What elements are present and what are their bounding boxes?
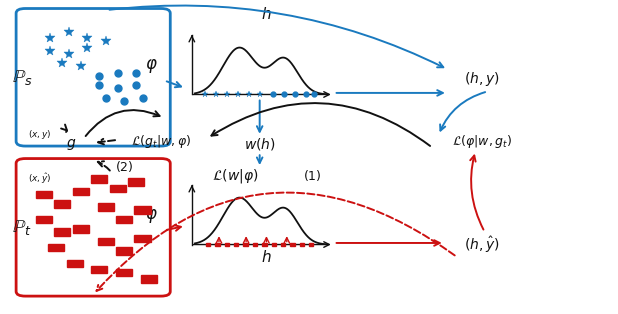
Text: $w(h)$: $w(h)$ — [243, 137, 276, 153]
Bar — [36, 191, 52, 198]
Bar — [48, 244, 64, 252]
Text: $(1)$: $(1)$ — [303, 168, 321, 183]
Text: $(x,\hat{y})$: $(x,\hat{y})$ — [28, 171, 52, 186]
Bar — [67, 260, 83, 267]
Bar — [141, 275, 157, 283]
Text: $\mathcal{L}(w|\varphi)$: $\mathcal{L}(w|\varphi)$ — [212, 167, 258, 185]
Bar — [91, 175, 108, 183]
Bar — [91, 266, 108, 273]
FancyBboxPatch shape — [16, 159, 171, 296]
Text: $\mathcal{L}(\varphi|w,g_t)$: $\mathcal{L}(\varphi|w,g_t)$ — [452, 133, 512, 150]
Bar — [98, 238, 114, 245]
Bar — [116, 247, 132, 255]
Bar — [234, 243, 239, 246]
Text: $g$: $g$ — [67, 137, 77, 152]
Text: $(x,y)$: $(x,y)$ — [28, 128, 52, 141]
Bar — [290, 243, 295, 246]
Bar — [135, 206, 151, 214]
FancyBboxPatch shape — [16, 8, 171, 146]
Bar — [54, 200, 70, 208]
Bar — [215, 243, 219, 246]
Bar — [225, 243, 229, 246]
Bar — [73, 188, 89, 195]
Bar — [271, 243, 276, 246]
Text: $\mathcal{L}(g_t|w,\varphi)$: $\mathcal{L}(g_t|w,\varphi)$ — [131, 133, 191, 150]
Text: $h$: $h$ — [261, 249, 271, 265]
Bar — [262, 243, 266, 246]
Bar — [116, 269, 132, 276]
Bar — [129, 178, 145, 186]
Text: $(h, y)$: $(h, y)$ — [464, 70, 499, 88]
Bar — [110, 185, 126, 192]
Bar — [281, 243, 286, 246]
Text: $h$: $h$ — [261, 7, 271, 23]
Bar — [54, 228, 70, 236]
Bar — [116, 216, 132, 223]
Text: $\varphi$: $\varphi$ — [145, 207, 158, 225]
Bar — [73, 225, 89, 233]
Bar — [309, 243, 313, 246]
Text: $(2)$: $(2)$ — [115, 159, 133, 174]
Bar — [206, 243, 210, 246]
Bar — [300, 243, 304, 246]
Bar — [36, 216, 52, 223]
Bar — [253, 243, 257, 246]
Text: $(h, \hat{y})$: $(h, \hat{y})$ — [464, 235, 499, 255]
Bar — [243, 243, 248, 246]
Bar — [98, 203, 114, 211]
Text: $\mathbb{P}_t$: $\mathbb{P}_t$ — [12, 218, 32, 237]
Bar — [135, 235, 151, 242]
Text: $\mathbb{P}_s$: $\mathbb{P}_s$ — [12, 68, 33, 87]
Text: $\varphi$: $\varphi$ — [145, 57, 158, 75]
